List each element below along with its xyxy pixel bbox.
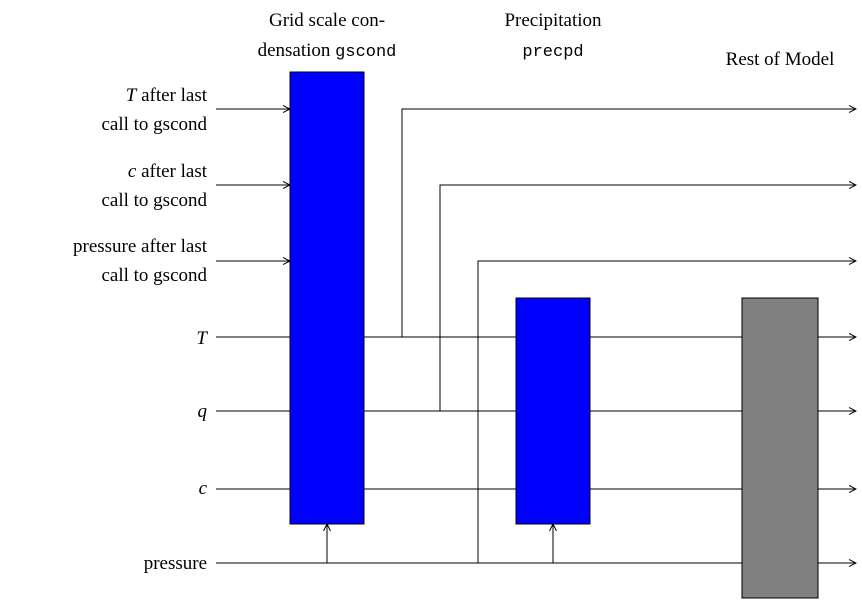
rest-of-model-box: [741, 297, 819, 599]
gscond-header-line2: densation gscond: [258, 40, 397, 62]
tap-pressure-to-p-after: [477, 261, 856, 563]
gscond-header-line1: Grid scale con-: [269, 10, 385, 31]
label-t: T: [196, 328, 208, 349]
label-c-after-line1: c after last: [128, 161, 208, 182]
rest-of-model-header: Rest of Model: [726, 49, 835, 70]
label-pressure: pressure: [144, 553, 207, 574]
label-c: c: [199, 478, 208, 499]
label-t-after-line2: call to gscond: [101, 114, 207, 135]
label-t-after-line1: T after last: [126, 85, 208, 106]
gscond-box: [289, 71, 365, 525]
label-p-after-line2: call to gscond: [101, 265, 207, 286]
label-q: q: [198, 401, 208, 422]
tap-t-to-t-after: [401, 109, 856, 337]
precpd-box: [515, 297, 591, 525]
precpd-header-line1: Precipitation: [504, 10, 602, 31]
tap-q-to-c-after: [439, 185, 856, 411]
label-p-after-line1: pressure after last: [73, 236, 208, 257]
precpd-header-line2: precpd: [522, 43, 583, 62]
label-c-after-line2: call to gscond: [101, 190, 207, 211]
